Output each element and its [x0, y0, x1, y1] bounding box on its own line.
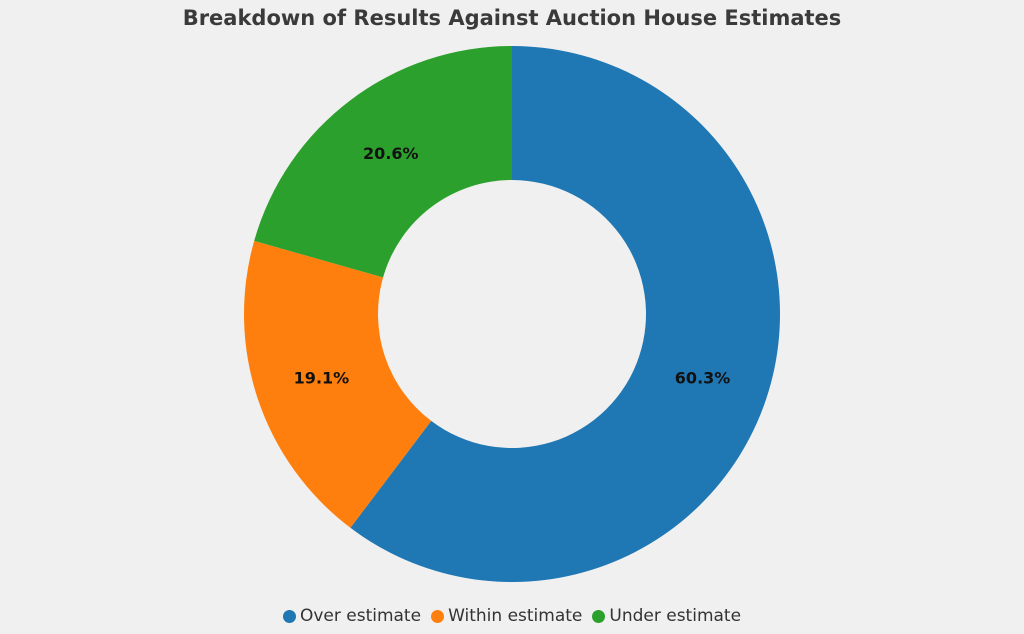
legend-label-within-estimate: Within estimate	[448, 606, 583, 626]
legend-item-under-estimate: Under estimate	[592, 606, 741, 626]
legend-label-under-estimate: Under estimate	[609, 606, 742, 626]
slice-label-under-estimate: 20.6%	[363, 144, 419, 163]
legend-item-over-estimate: Over estimate	[282, 606, 422, 626]
chart-title: Breakdown of Results Against Auction Hou…	[182, 6, 842, 30]
slice-under-estimate	[254, 46, 513, 278]
legend: Over estimate Within estimate Under estima…	[0, 606, 1024, 626]
slice-within-estimate	[243, 240, 432, 528]
slice-label-within-estimate: 19.1%	[294, 368, 350, 387]
legend-label-over-estimate: Over estimate	[299, 606, 422, 626]
legend-swatch-under-estimate	[592, 609, 606, 623]
legend-swatch-over-estimate	[282, 609, 296, 623]
legend-swatch-within-estimate	[431, 609, 445, 623]
slice-over-estimate	[350, 46, 780, 582]
legend-item-within-estimate: Within estimate	[431, 606, 582, 626]
slice-label-over-estimate: 60.3%	[675, 368, 731, 387]
